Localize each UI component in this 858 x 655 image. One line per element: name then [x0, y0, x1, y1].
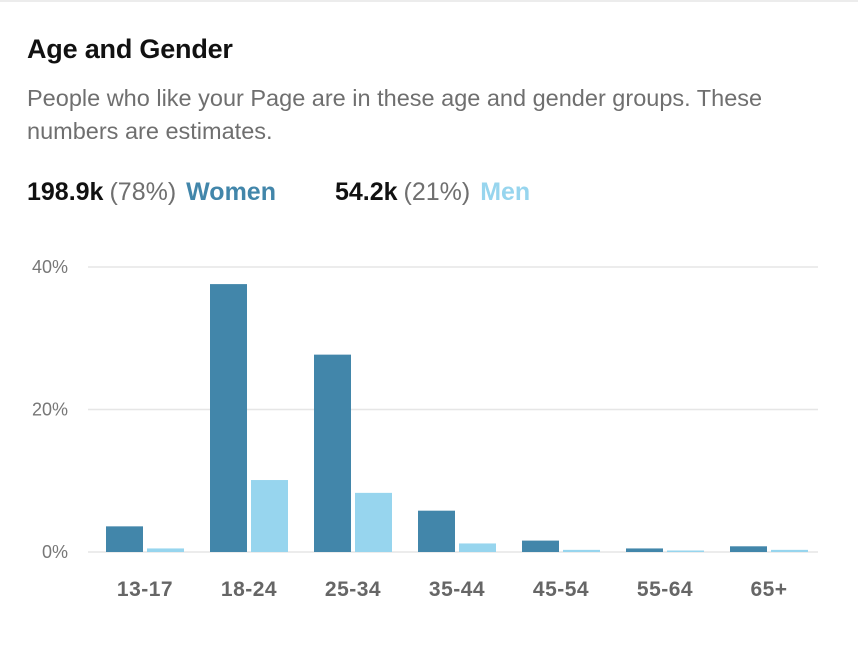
men-count: 54.2k — [334, 178, 398, 206]
bar-women-25-34 — [314, 354, 351, 552]
bar-women-13-17 — [106, 526, 143, 552]
bar-women-18-24 — [210, 284, 247, 552]
x-axis-category-labels: 13-17 18-24 25-34 35-44 45-54 55-64 65+ — [117, 578, 787, 601]
bar-women-45-54 — [522, 540, 559, 552]
age-gender-bar-chart: 0% 20% 40% 13-17 18-24 25-34 35-44 45-54 55-64 6… — [32, 257, 818, 601]
bar-men-35-44 — [459, 543, 496, 552]
x-category-label: 35-44 — [429, 578, 485, 601]
bar-women-65+ — [730, 546, 767, 552]
y-tick-label: 0% — [42, 542, 68, 562]
men-legend-label: Men — [480, 178, 531, 206]
page-title: Age and Gender — [27, 34, 233, 64]
bars — [106, 284, 808, 552]
bar-men-13-17 — [147, 548, 184, 552]
women-count: 198.9k — [27, 178, 104, 206]
bar-men-18-24 — [251, 480, 288, 552]
bar-men-45-54 — [563, 549, 600, 552]
x-category-label: 25-34 — [325, 578, 381, 601]
y-tick-label: 40% — [32, 257, 68, 277]
x-category-label: 65+ — [750, 578, 787, 601]
gender-summary: 198.9k (78%) Women 54.2k (21%) Men — [27, 178, 530, 207]
y-tick-label: 20% — [32, 400, 68, 420]
x-category-label: 55-64 — [637, 578, 693, 601]
x-category-label: 18-24 — [221, 578, 277, 601]
women-legend-label: Women — [186, 178, 276, 206]
bar-men-65+ — [771, 549, 808, 552]
women-summary: 198.9k (78%) Women — [27, 178, 276, 207]
bar-men-25-34 — [355, 492, 392, 552]
x-category-label: 45-54 — [533, 578, 589, 601]
top-divider — [0, 0, 858, 2]
men-summary: 54.2k (21%) Men — [335, 178, 530, 207]
men-percent: (21%) — [403, 178, 471, 206]
bar-men-55-64 — [667, 550, 704, 552]
gridlines — [88, 266, 818, 553]
bar-women-55-64 — [626, 548, 663, 552]
page-subtitle: People who like your Page are in these a… — [27, 85, 763, 144]
women-percent: (78%) — [109, 178, 177, 206]
bar-women-35-44 — [418, 510, 455, 552]
x-category-label: 13-17 — [117, 578, 173, 601]
y-axis-tick-labels: 0% 20% 40% — [32, 257, 68, 562]
